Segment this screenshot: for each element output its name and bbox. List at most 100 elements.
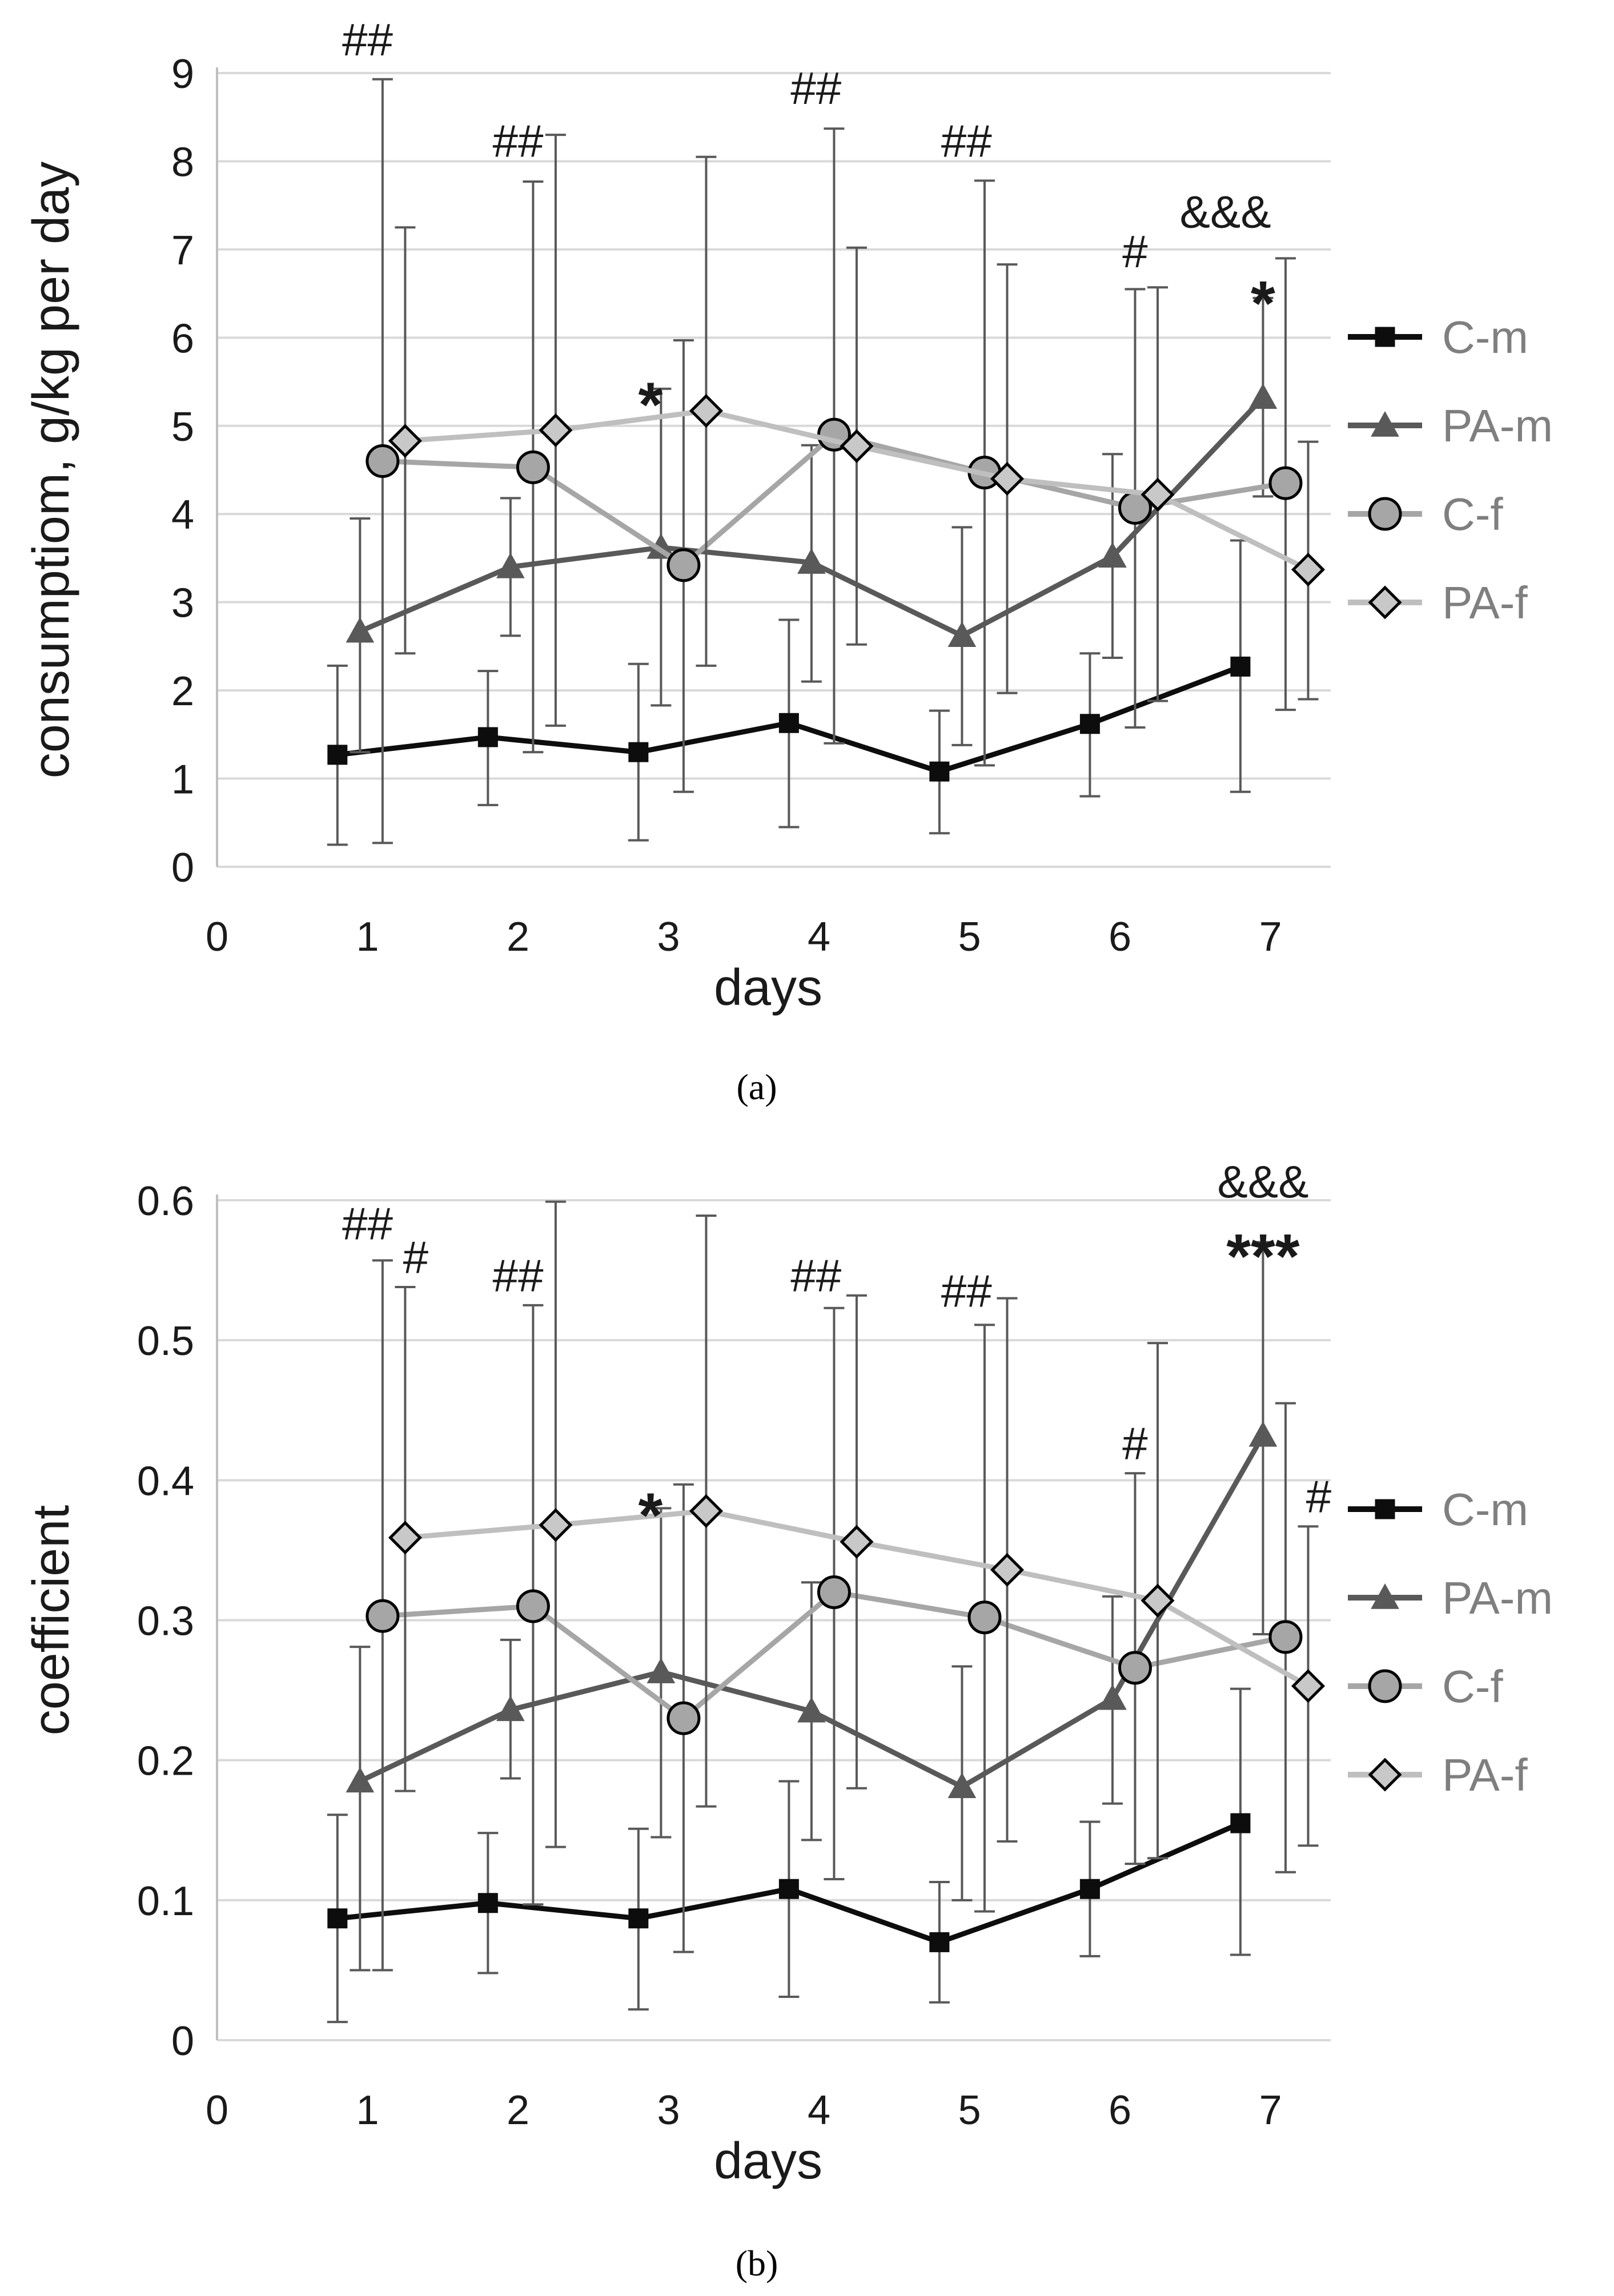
- legend-marker: [1371, 411, 1399, 437]
- y-tick-label: 8: [171, 139, 194, 185]
- panel-a: 0 1 2 3 4 5 6 7 8 9 0 1 2 3 4 5 6 7 days consumptiom, g/kg …: [23, 14, 1553, 1107]
- series-PA-m: [346, 296, 1278, 754]
- data-point: [327, 1908, 348, 1929]
- significance-mark: ##: [493, 116, 544, 167]
- significance-mark: &&&: [1217, 1156, 1308, 1207]
- y-tick-label: 9: [171, 51, 194, 97]
- legend-marker: [1368, 1669, 1402, 1703]
- data-point: [947, 1772, 977, 1798]
- data-point: [929, 1932, 950, 1952]
- significance-mark: ##: [941, 116, 992, 167]
- x-tick-label: 4: [808, 2088, 830, 2133]
- data-point: [667, 548, 701, 582]
- data-point: [388, 424, 422, 458]
- data-point: [817, 1575, 851, 1609]
- data-point: [1230, 1813, 1251, 1833]
- x-tick-label: 6: [1109, 2088, 1131, 2133]
- y-tick-label: 5: [171, 404, 194, 450]
- y-tick-label: 7: [171, 228, 194, 274]
- significance-mark: *: [639, 1480, 663, 1550]
- significance-mark: #: [403, 1232, 429, 1282]
- data-point: [516, 450, 550, 484]
- x-tick-label: 5: [958, 914, 981, 960]
- data-point: [628, 742, 649, 762]
- data-point: [1291, 1669, 1326, 1703]
- data-point: [840, 429, 874, 463]
- legend-marker: [1368, 497, 1402, 531]
- series-PA-f: [388, 1200, 1326, 1860]
- data-point: [647, 1658, 676, 1683]
- significance-mark: #: [1122, 226, 1148, 277]
- legend-entry: PA-f: [1348, 1750, 1528, 1800]
- x-tick-label: 2: [507, 2088, 529, 2133]
- data-point: [1141, 477, 1175, 512]
- legend-label: PA-m: [1442, 400, 1553, 451]
- legend-marker: [1371, 1583, 1399, 1609]
- data-point: [1291, 552, 1326, 587]
- significance-mark: ##: [493, 1250, 544, 1301]
- x-tick-label: 1: [356, 2088, 379, 2133]
- data-point: [840, 1525, 874, 1559]
- x-axis-title: days: [714, 2133, 822, 2190]
- legend-label: C-m: [1442, 312, 1528, 363]
- data-point: [496, 552, 525, 578]
- y-tick-label: 3: [171, 581, 194, 626]
- legend-entry: PA-m: [1348, 1573, 1553, 1623]
- data-point: [990, 461, 1024, 496]
- significance-mark: ##: [790, 63, 841, 114]
- y-tick-label: 0.5: [137, 1318, 194, 1364]
- y-axis-title: consumptiom, g/kg per day: [23, 162, 80, 779]
- x-tick-label: 6: [1109, 914, 1131, 960]
- legend-marker: [1375, 327, 1395, 347]
- data-point: [1098, 542, 1127, 568]
- data-point: [1118, 1651, 1152, 1685]
- data-point: [929, 761, 950, 782]
- data-point: [628, 1908, 649, 1929]
- x-tick-label: 3: [657, 914, 680, 960]
- data-point: [388, 1521, 422, 1555]
- x-tick-label: 2: [507, 914, 529, 960]
- data-point: [477, 727, 498, 747]
- y-tick-label: 6: [171, 316, 194, 361]
- data-point: [689, 393, 723, 428]
- data-point: [327, 745, 348, 765]
- x-tick-label: 3: [657, 2088, 680, 2133]
- legend-entry: C-m: [1348, 312, 1528, 363]
- legend-marker: [1368, 585, 1402, 620]
- series-C-f: [366, 78, 1303, 845]
- data-point: [366, 1599, 400, 1633]
- data-point: [1079, 1879, 1100, 1899]
- data-point: [778, 713, 799, 733]
- series-C-m: [327, 1687, 1251, 2024]
- x-axis-title: days: [714, 959, 822, 1016]
- data-point: [667, 1701, 701, 1735]
- legend-label: C-m: [1442, 1484, 1528, 1535]
- x-tick-label: 4: [808, 914, 830, 960]
- x-tick-label: 5: [958, 2088, 981, 2133]
- legend-label: PA-f: [1442, 577, 1528, 628]
- legend-marker: [1375, 1499, 1395, 1519]
- panel-caption: (b): [736, 2243, 778, 2283]
- data-point: [1141, 1583, 1175, 1618]
- data-point: [516, 1589, 550, 1623]
- significance-mark: ***: [1226, 1221, 1300, 1292]
- data-point: [797, 548, 826, 574]
- series-C-m: [327, 539, 1251, 846]
- data-point: [366, 444, 400, 478]
- data-point: [496, 1695, 525, 1722]
- data-point: [477, 1893, 498, 1913]
- data-point: [539, 413, 573, 448]
- legend-label: PA-f: [1442, 1750, 1528, 1800]
- y-tick-label: 0.2: [137, 1739, 194, 1784]
- data-point: [1268, 1620, 1303, 1654]
- x-tick-label: 7: [1259, 2088, 1282, 2133]
- data-point: [947, 621, 977, 648]
- data-point: [1098, 1684, 1127, 1710]
- legend-label: PA-m: [1442, 1573, 1553, 1623]
- data-point: [990, 1553, 1024, 1587]
- significance-mark: &&&: [1180, 186, 1271, 237]
- significance-mark: #: [1306, 1471, 1332, 1522]
- legend-entry: C-f: [1348, 489, 1503, 540]
- data-point: [346, 617, 375, 643]
